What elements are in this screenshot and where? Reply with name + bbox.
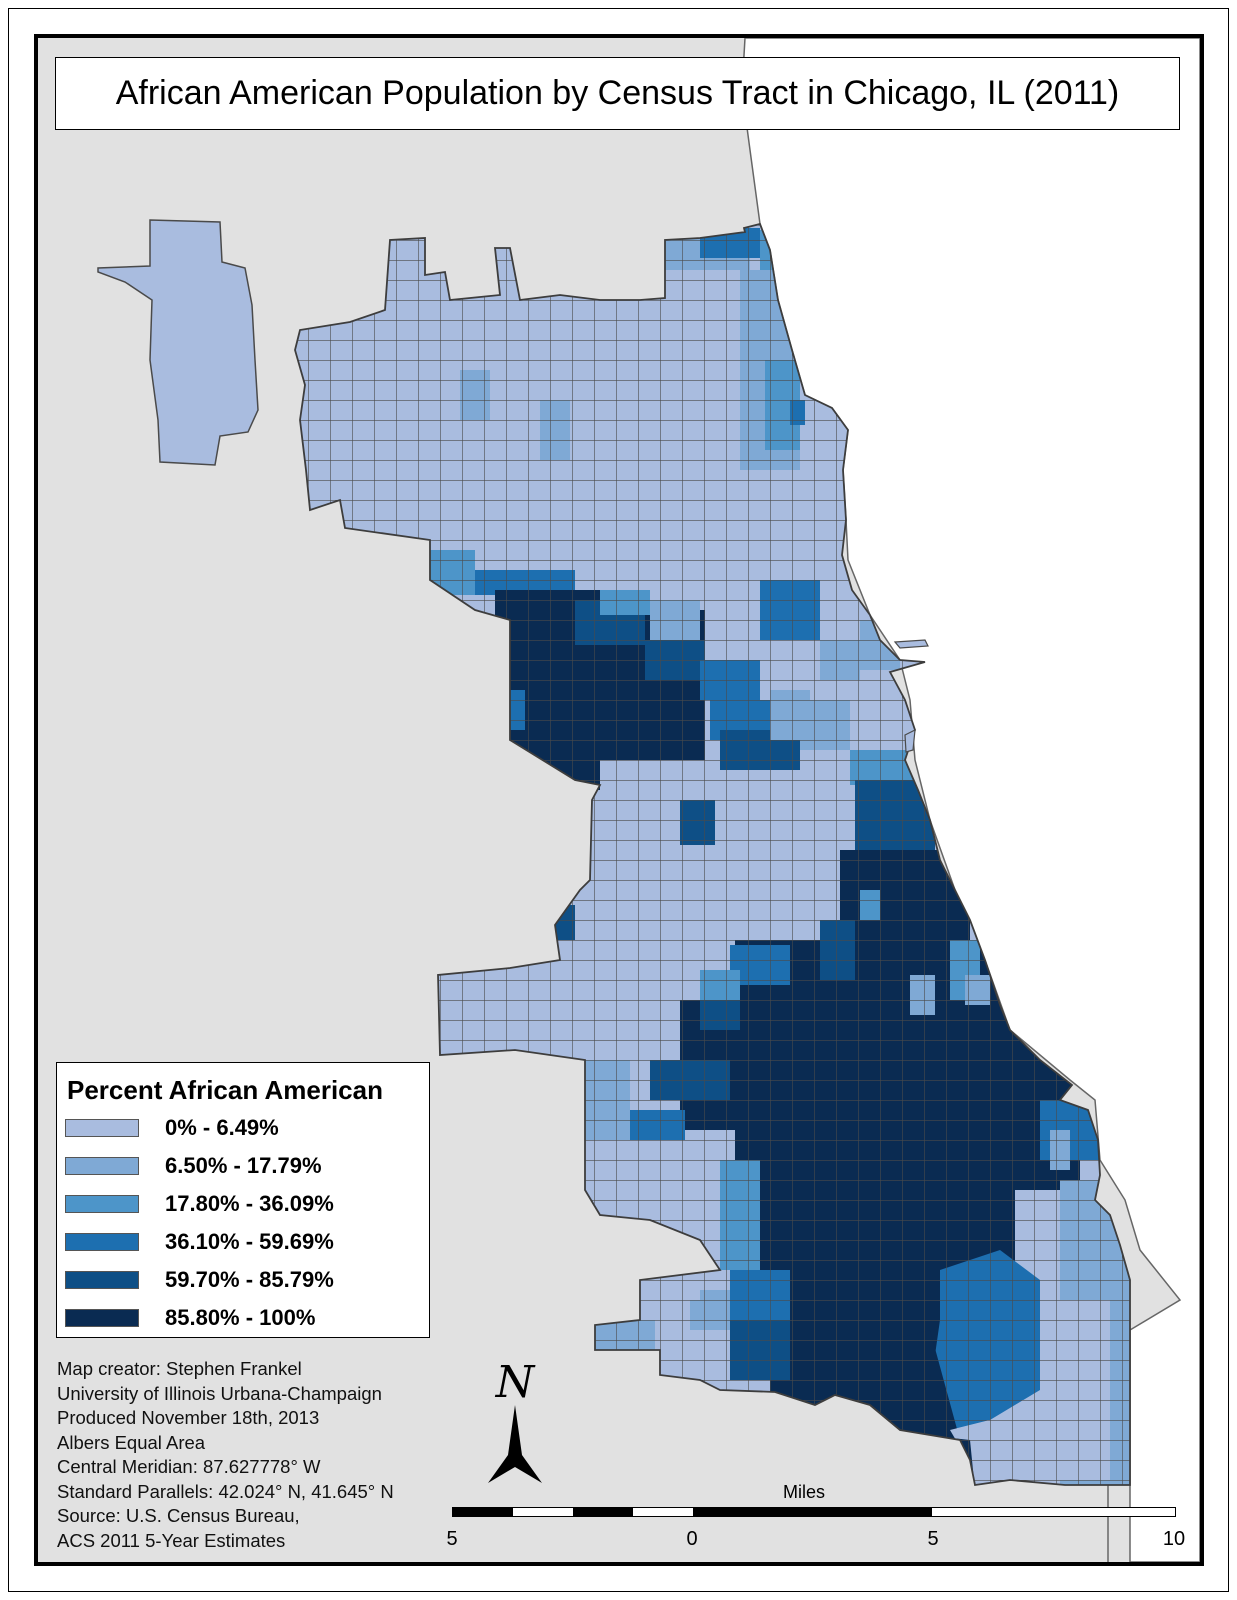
scale-tick: 0 xyxy=(686,1528,698,1550)
scale-tick: 5 xyxy=(927,1528,939,1550)
credit-line: Standard Parallels: 42.024° N, 41.645° N xyxy=(57,1480,394,1502)
credit-line: Central Meridian: 87.627778° W xyxy=(57,1456,321,1477)
legend: Percent African American 0% - 6.49% 6.50… xyxy=(56,1062,430,1338)
legend-swatch xyxy=(65,1119,139,1137)
credit-line: Produced November 18th, 2013 xyxy=(57,1407,320,1428)
legend-item: 6.50% - 17.79% xyxy=(65,1153,322,1178)
legend-label: 85.80% - 100% xyxy=(165,1305,316,1330)
outer-border xyxy=(8,8,1229,1592)
legend-item: 0% - 6.49% xyxy=(65,1115,279,1140)
map-credits: Map creator: Stephen Frankel University … xyxy=(57,1357,394,1553)
legend-label: 17.80% - 36.09% xyxy=(165,1191,334,1216)
legend-swatch xyxy=(65,1271,139,1289)
legend-item: 59.70% - 85.79% xyxy=(65,1267,334,1292)
north-label: N xyxy=(495,1357,536,1408)
scale-tick: 5 xyxy=(446,1528,458,1550)
legend-item: 36.10% - 59.69% xyxy=(65,1229,334,1254)
legend-swatch xyxy=(65,1233,139,1251)
scale-tick: 10 xyxy=(1162,1528,1186,1550)
north-arrow-icon: N xyxy=(488,1357,542,1483)
map-title: African American Population by Census Tr… xyxy=(55,57,1180,130)
credit-line: Map creator: Stephen Frankel xyxy=(57,1358,302,1379)
credit-line: ACS 2011 5-Year Estimates xyxy=(57,1529,286,1551)
legend-label: 59.70% - 85.79% xyxy=(165,1267,334,1292)
legend-label: 0% - 6.49% xyxy=(165,1115,279,1140)
legend-swatch xyxy=(65,1157,139,1175)
legend-item: 17.80% - 36.09% xyxy=(65,1191,334,1216)
scale-unit: Miles xyxy=(783,1482,826,1502)
legend-label: 6.50% - 17.79% xyxy=(165,1153,322,1178)
credit-line: Source: U.S. Census Bureau, xyxy=(57,1505,300,1526)
credit-line: University of Illinois Urbana-Champaign xyxy=(57,1382,382,1404)
legend-swatch xyxy=(65,1309,139,1327)
scale-bar xyxy=(452,1507,1176,1517)
legend-item: 85.80% - 100% xyxy=(65,1305,316,1330)
legend-swatch xyxy=(65,1195,139,1213)
legend-title: Percent African American xyxy=(67,1075,383,1105)
credit-line: Albers Equal Area xyxy=(57,1431,206,1453)
legend-label: 36.10% - 59.69% xyxy=(165,1229,334,1254)
